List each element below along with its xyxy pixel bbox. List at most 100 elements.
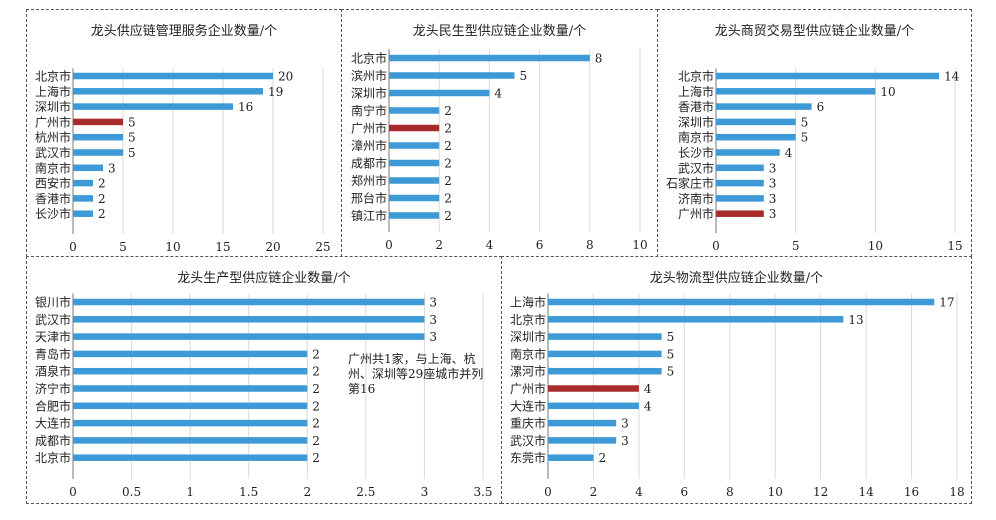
data-label: 2 — [444, 122, 452, 136]
category-label: 南京市 — [678, 130, 714, 145]
bar — [73, 164, 103, 172]
x-tick-label: 5 — [792, 239, 800, 253]
bar — [716, 195, 764, 202]
category-label: 漯河市 — [510, 364, 546, 379]
category-label: 武汉市 — [510, 433, 546, 448]
category-label: 青岛市 — [35, 346, 71, 361]
chart-panel-trade: 龙头商贸交易型供应链企业数量/个 0 5 10 15 北京市 14 上海市 10 香港市 6 深圳市… — [657, 9, 972, 257]
x-tick-label: 1.5 — [239, 485, 258, 499]
category-label: 东莞市 — [510, 450, 546, 465]
data-label: 2 — [444, 104, 452, 118]
x-tick-label: 2.5 — [356, 485, 375, 499]
bar-chart-livelihood: 0 2 4 6 8 10 北京市 8 滨州市 5 深圳市 4 南宁市 2 广州市 2 漳州市 2 成都市 2 郑州市 2 邢… — [351, 49, 648, 252]
category-label: 天津市 — [35, 329, 71, 344]
data-label: 5 — [128, 115, 136, 129]
x-tick-label: 0 — [544, 485, 552, 499]
x-tick-label: 4 — [486, 238, 494, 252]
x-tick-label: 16 — [904, 485, 919, 499]
bar — [716, 164, 764, 172]
bar — [73, 179, 93, 187]
category-label: 南京市 — [35, 160, 71, 175]
data-label: 2 — [312, 399, 320, 413]
bar — [73, 118, 123, 126]
data-label: 2 — [444, 157, 452, 171]
data-label: 3 — [769, 177, 777, 191]
category-label: 大连市 — [510, 398, 546, 413]
category-label: 滨州市 — [351, 68, 387, 83]
data-label: 2 — [312, 434, 320, 448]
bar-chart-logistics: 0 2 4 6 8 10 12 14 16 18 上海市 17 北京市 13 深圳市 5 南京市 5 漯河市 5 广州市… — [510, 293, 965, 499]
bar — [548, 367, 662, 375]
data-label: 3 — [621, 417, 629, 431]
data-label: 5 — [520, 69, 528, 83]
data-label: 2 — [98, 207, 106, 221]
category-label: 南宁市 — [351, 103, 387, 118]
chart-title: 龙头供应链管理服务企业数量/个 — [90, 24, 278, 39]
category-label: 石家庄市 — [666, 176, 714, 191]
category-label: 深圳市 — [351, 86, 387, 101]
category-label: 南京市 — [510, 346, 546, 361]
chart-panel-livelihood: 龙头民生型供应链企业数量/个 0 2 4 6 8 10 北京市 8 滨州市 5 深圳市 4 南宁市 2 广州… — [341, 9, 658, 257]
annotation-text: 广州共1家，与上海、杭州、深圳等29座城市并列第16 — [348, 352, 484, 396]
data-label: 3 — [769, 161, 777, 175]
bar — [716, 133, 796, 141]
data-label: 4 — [644, 399, 652, 413]
category-label: 济南市 — [678, 191, 714, 206]
bar — [389, 107, 440, 114]
category-label: 广州市 — [35, 114, 71, 129]
category-label: 武汉市 — [678, 160, 714, 175]
category-label: 合肥市 — [35, 398, 71, 413]
bar — [548, 385, 639, 392]
x-tick-label: 3.5 — [473, 485, 492, 499]
x-tick-label: 0 — [69, 485, 77, 499]
x-tick-label: 0 — [385, 238, 393, 252]
bar-chart-trade: 0 5 10 15 北京市 14 上海市 10 香港市 6 深圳市 5 南京市 5 长沙市 4 武汉市 3 石家庄市… — [666, 68, 963, 253]
category-label: 武汉市 — [35, 312, 71, 327]
bar — [73, 298, 425, 306]
data-label: 5 — [801, 115, 809, 129]
data-label: 2 — [312, 451, 320, 465]
category-label: 北京市 — [35, 69, 71, 84]
x-tick-label: 20 — [265, 240, 280, 254]
bar — [548, 298, 935, 306]
data-label: 13 — [848, 313, 863, 327]
category-label: 广州市 — [510, 381, 546, 396]
chart-title: 龙头民生型供应链企业数量/个 — [412, 24, 587, 39]
data-label: 5 — [128, 131, 136, 145]
category-label: 深圳市 — [510, 329, 546, 344]
chart-title: 龙头物流型供应链企业数量/个 — [649, 271, 824, 286]
bar — [548, 350, 662, 358]
bar — [716, 118, 796, 126]
bar — [548, 454, 594, 461]
data-label: 2 — [444, 209, 452, 223]
x-tick-label: 0 — [69, 240, 77, 254]
category-label: 广州市 — [678, 206, 714, 221]
bar — [548, 402, 639, 410]
data-label: 2 — [312, 382, 320, 396]
data-label: 3 — [108, 161, 116, 175]
data-label: 3 — [769, 192, 777, 206]
category-label: 杭州市 — [35, 130, 71, 145]
x-tick-label: 25 — [315, 240, 330, 254]
chart-panel-production: 龙头生产型供应链企业数量/个 0 0.5 1 1.5 2 2.5 3 3.5 银川市 3 武汉市 3 天… — [26, 256, 502, 504]
data-label: 6 — [817, 100, 825, 114]
bar — [73, 333, 425, 340]
x-tick-label: 10 — [165, 240, 180, 254]
bar — [73, 350, 308, 358]
data-label: 2 — [312, 365, 320, 379]
bar — [389, 212, 440, 219]
data-label: 2 — [444, 139, 452, 153]
bar — [389, 194, 440, 202]
data-label: 3 — [621, 434, 629, 448]
data-label: 20 — [278, 70, 293, 84]
data-label: 19 — [268, 85, 283, 99]
x-tick-label: 1 — [186, 485, 194, 499]
data-label: 4 — [644, 382, 652, 396]
chart-title: 龙头商贸交易型供应链企业数量/个 — [714, 24, 915, 39]
category-label: 上海市 — [35, 84, 71, 99]
data-label: 17 — [939, 296, 954, 310]
x-tick-label: 14 — [858, 485, 874, 499]
bar — [389, 54, 590, 62]
bar — [73, 316, 425, 323]
data-label: 3 — [429, 313, 437, 327]
